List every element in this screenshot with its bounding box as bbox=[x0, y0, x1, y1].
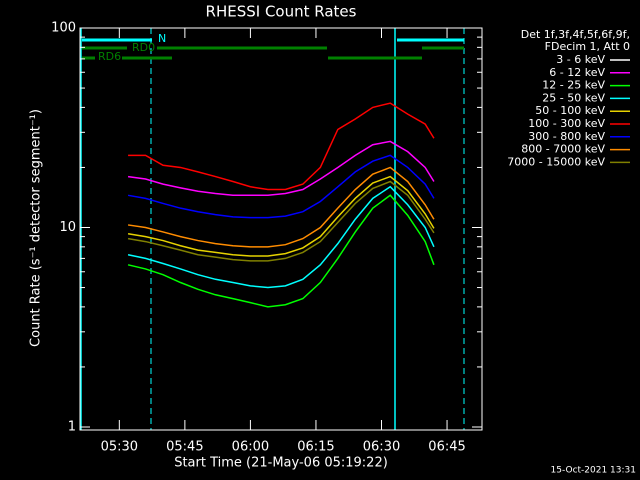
series-line bbox=[127, 154, 435, 219]
x-tick-label: 06:00 bbox=[232, 440, 269, 455]
state-label: RD0 bbox=[132, 41, 155, 54]
chart-title: RHESSI Count Rates bbox=[206, 3, 357, 21]
y-tick-label: 10 bbox=[59, 220, 76, 235]
series-line bbox=[127, 166, 435, 248]
legend-label: 3 - 6 keV bbox=[556, 53, 605, 66]
series-line bbox=[127, 185, 435, 289]
plot-frame bbox=[79, 27, 483, 431]
legend-label: 25 - 50 keV bbox=[542, 91, 605, 104]
x-tick-label: 06:45 bbox=[428, 440, 465, 455]
x-tick-label: 06:15 bbox=[297, 440, 334, 455]
x-tick-label: 05:30 bbox=[101, 440, 138, 455]
legend-label: 300 - 800 keV bbox=[528, 130, 605, 143]
legend-header: FDecim 1, Att 0 bbox=[545, 40, 630, 53]
y-axis-label: Count Rate (s⁻¹ detector segment⁻¹) bbox=[29, 109, 44, 347]
series-line bbox=[128, 102, 435, 191]
series-line bbox=[127, 194, 435, 349]
legend-label: 800 - 7000 keV bbox=[521, 143, 605, 156]
state-label: N bbox=[158, 32, 166, 45]
state-label: RD6 bbox=[98, 50, 121, 63]
legend-label: 100 - 300 keV bbox=[528, 117, 605, 130]
legend-header: Det 1f,3f,4f,5f,6f,9f, bbox=[521, 28, 630, 41]
series-line bbox=[127, 180, 435, 262]
series-line bbox=[127, 194, 435, 308]
legend-label: 50 - 100 keV bbox=[535, 104, 605, 117]
legend-label: 7000 - 15000 keV bbox=[507, 155, 605, 168]
x-tick-label: 06:30 bbox=[363, 440, 400, 455]
series-line bbox=[127, 140, 435, 197]
legend-label: 12 - 25 keV bbox=[542, 79, 605, 92]
state-bars: N RD0 RD6 bbox=[80, 28, 465, 430]
series-line bbox=[127, 175, 435, 257]
x-axis-label: Start Time (21-May-06 05:19:22) bbox=[174, 456, 388, 471]
x-tick-label: 05:45 bbox=[166, 440, 203, 455]
footer: 15-Oct-2021 13:31 bbox=[551, 466, 636, 476]
legend-label: 6 - 12 keV bbox=[549, 66, 605, 79]
y-tick-label: 1 bbox=[68, 420, 76, 435]
y-tick-label: 100 bbox=[51, 21, 76, 36]
